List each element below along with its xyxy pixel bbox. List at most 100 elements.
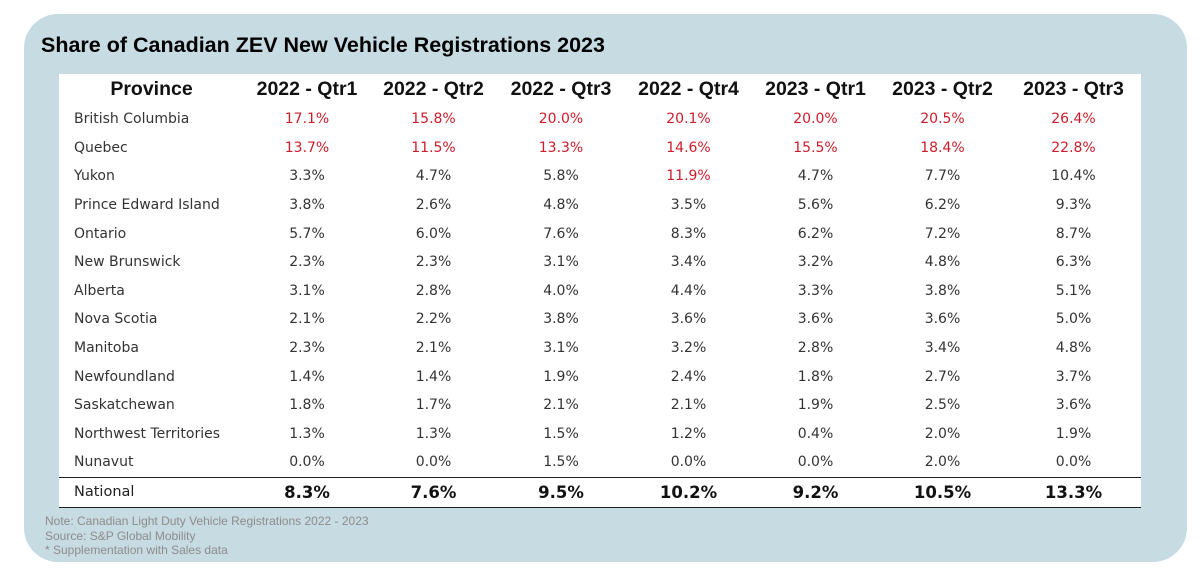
value-cell: 0.0%	[415, 454, 452, 471]
value-cell: 1.4%	[289, 368, 325, 385]
value-cell: 3.5%	[670, 197, 707, 214]
value-cell: 20.5%	[920, 111, 965, 128]
province-name: Quebec	[74, 139, 128, 156]
value-cell: 22.8%	[1051, 139, 1096, 156]
value-cell: 2.1%	[543, 397, 579, 414]
value-cell: 2.1%	[670, 397, 707, 414]
value-cell: 4.8%	[543, 197, 579, 214]
value-cell: 15.5%	[793, 139, 838, 156]
province-name: Nova Scotia	[74, 311, 158, 328]
value-cell: 3.3%	[289, 168, 325, 185]
value-cell: 5.7%	[289, 225, 325, 242]
table-row: Nunavut 0.0% 0.0% 1.5% 0.0% 0.0% 2.0% 0.0%	[59, 448, 1141, 477]
column-header: 2022 - Qtr3	[510, 78, 612, 100]
province-name: New Brunswick	[74, 254, 181, 271]
value-cell: 1.9%	[797, 397, 834, 414]
value-cell: 15.8%	[411, 111, 456, 128]
value-cell: 1.5%	[543, 425, 579, 442]
total-value-cell: 9.2%	[752, 476, 879, 508]
province-name: British Columbia	[74, 111, 190, 128]
province-name: Northwest Territories	[74, 425, 221, 442]
value-cell: 2.5%	[924, 397, 961, 414]
value-cell: 1.2%	[670, 425, 707, 442]
table-row: Newfoundland 1.4% 1.4% 1.9% 2.4% 1.8% 2.7% 3.7%	[59, 362, 1141, 391]
value-cell: 1.3%	[289, 425, 325, 442]
value-cell: 1.5%	[543, 454, 579, 471]
data-table: Province 2022 - Qtr1 2022 - Qtr2 2022 - Qtr…	[59, 74, 1141, 508]
value-cell: 2.4%	[670, 368, 707, 385]
table-row: Yukon 3.3% 4.7% 5.8% 11.9% 4.7% 7.7% 10.4%	[59, 162, 1141, 191]
table-row: Prince Edward Island 3.8% 2.6% 4.8% 3.5% 5.6%…	[59, 191, 1141, 220]
column-header: 2023 - Qtr1	[765, 78, 866, 100]
table-row: Saskatchewan 1.8% 1.7% 2.1% 2.1% 1.9% 2.5% 3.6%	[59, 391, 1141, 420]
total-value-cell: 9.5%	[497, 476, 625, 508]
value-cell: 13.3%	[538, 139, 584, 156]
value-cell: 1.4%	[415, 368, 452, 385]
value-cell: 2.8%	[415, 282, 452, 299]
value-cell: 18.4%	[920, 139, 965, 156]
value-cell: 1.8%	[289, 397, 325, 414]
value-cell: 1.9%	[543, 368, 579, 385]
value-cell: 0.0%	[289, 454, 325, 471]
value-cell: 7.6%	[543, 225, 579, 242]
value-cell: 4.0%	[543, 282, 579, 299]
value-cell: 0.0%	[1055, 454, 1092, 471]
value-cell: 14.6%	[666, 139, 711, 156]
value-cell: 4.7%	[797, 168, 834, 185]
table-container: Province 2022 - Qtr1 2022 - Qtr2 2022 - Qtr…	[59, 74, 1141, 508]
value-cell: 3.6%	[797, 311, 834, 328]
value-cell: 17.1%	[284, 111, 330, 128]
value-cell: 2.1%	[289, 311, 325, 328]
value-cell: 3.6%	[670, 311, 707, 328]
value-cell: 4.8%	[924, 254, 961, 271]
value-cell: 9.3%	[1055, 197, 1092, 214]
total-value-cell: 13.3%	[1006, 476, 1141, 508]
value-cell: 6.2%	[797, 225, 834, 242]
province-name: Yukon	[74, 168, 115, 185]
column-header: 2022 - Qtr1	[256, 78, 358, 100]
header-row: Province 2022 - Qtr1 2022 - Qtr2 2022 - Qtr…	[59, 74, 1141, 105]
value-cell: 3.8%	[543, 311, 579, 328]
value-cell: 1.9%	[1055, 425, 1092, 442]
footnote-line: Note: Canadian Light Duty Vehicle Regist…	[45, 514, 369, 528]
value-cell: 2.3%	[289, 254, 325, 271]
value-cell: 20.1%	[666, 111, 711, 128]
value-cell: 3.7%	[1055, 368, 1092, 385]
chart-title: Share of Canadian ZEV New Vehicle Regist…	[41, 33, 605, 57]
value-cell: 2.8%	[797, 340, 834, 357]
value-cell: 1.8%	[797, 368, 834, 385]
value-cell: 1.3%	[415, 425, 452, 442]
footnotes: Note: Canadian Light Duty Vehicle Regist…	[45, 514, 369, 558]
value-cell: 3.2%	[797, 254, 834, 271]
column-header: 2023 - Qtr2	[892, 78, 993, 100]
value-cell: 0.0%	[670, 454, 707, 471]
value-cell: 6.3%	[1055, 254, 1092, 271]
value-cell: 3.1%	[543, 340, 579, 357]
value-cell: 11.9%	[666, 168, 711, 185]
value-cell: 0.0%	[797, 454, 834, 471]
value-cell: 2.7%	[924, 368, 961, 385]
province-name: Manitoba	[74, 340, 139, 357]
value-cell: 3.4%	[924, 340, 961, 357]
table-row: Nova Scotia 2.1% 2.2% 3.8% 3.6% 3.6% 3.6% 5.0%	[59, 305, 1141, 334]
value-cell: 3.8%	[924, 282, 961, 299]
value-cell: 3.1%	[543, 254, 579, 271]
value-cell: 2.2%	[415, 311, 452, 328]
value-cell: 10.4%	[1051, 168, 1096, 185]
value-cell: 4.7%	[415, 168, 452, 185]
value-cell: 3.8%	[289, 197, 325, 214]
value-cell: 5.6%	[797, 197, 834, 214]
value-cell: 5.8%	[543, 168, 579, 185]
value-cell: 6.0%	[415, 225, 452, 242]
value-cell: 8.3%	[670, 225, 707, 242]
value-cell: 2.6%	[415, 197, 452, 214]
value-cell: 3.6%	[924, 311, 961, 328]
value-cell: 8.7%	[1055, 225, 1092, 242]
column-header-province: Province	[110, 78, 193, 100]
value-cell: 4.8%	[1055, 340, 1092, 357]
value-cell: 6.2%	[924, 197, 961, 214]
total-value-cell: 8.3%	[244, 476, 370, 508]
province-name: National	[59, 476, 244, 508]
value-cell: 3.3%	[797, 282, 834, 299]
value-cell: 2.3%	[415, 254, 452, 271]
